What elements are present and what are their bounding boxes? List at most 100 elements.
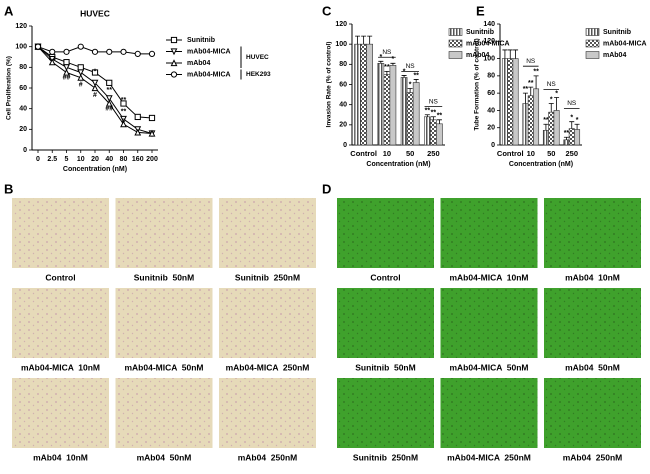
annotation: NS [406,63,416,70]
image-caption: Sunitnib 50nM [355,362,415,372]
error-bar [533,75,539,89]
x-axis-label: Concentration (nM) [366,161,430,168]
error-bar [424,114,430,117]
x-tick-label: 80 [120,156,128,163]
marker [120,115,127,123]
marker [148,50,156,58]
bar [563,139,570,146]
marker [63,48,70,55]
bar [527,95,534,146]
annotation: NS [429,98,439,105]
legend-label: Sunitnib [466,29,494,36]
annotation: # [93,92,97,99]
annotation: NS [547,81,557,88]
bar [507,58,514,146]
micrograph-texture [440,288,538,358]
annotation: NS [526,58,536,65]
significance-label: ** [523,86,529,93]
marker [120,100,127,107]
significance-label: ** [425,108,431,115]
marker [34,43,42,50]
error-bar [563,136,569,140]
significance-label: * [555,90,558,97]
bar [436,123,443,146]
micrograph-texture [115,198,213,268]
bar [574,129,581,146]
bar [548,111,555,146]
error-bar [355,35,361,45]
bar [360,43,367,146]
y-tick-label: 120 [335,21,347,28]
y-axis-label: Tube Formation (% of control) [474,38,481,130]
marker [77,64,84,71]
error-bar [378,60,384,64]
y-tick-label: 20 [19,126,27,133]
marker [134,50,141,58]
image-caption: mAb04 50nM [137,452,192,462]
micrograph-texture [544,288,641,358]
legend-label: mAb04 [187,60,210,67]
marker [63,59,70,66]
annotation: ** [121,97,127,104]
marker [120,120,127,128]
micrograph-texture [12,198,109,268]
marker [134,128,142,136]
y-tick-label: 60 [339,81,347,88]
marker [77,69,85,77]
x-axis-label: Concentration (nM) [509,161,573,168]
marker [170,48,178,56]
micrograph-texture [12,378,109,448]
significance-label: ** [437,113,443,120]
image-caption: Sunitnib 250nM [235,272,300,282]
error-bar [502,49,508,59]
marker [48,58,56,66]
significance-label: * [550,96,553,103]
image-caption: Control [45,272,75,282]
image-caption: mAb04 10nM [565,272,620,282]
marker [91,69,99,76]
marker [106,48,113,55]
marker [49,48,56,55]
micrograph-texture [337,288,434,358]
significance-label: * [403,68,406,75]
error-bar [390,62,396,66]
image-caption: mAb04 250nM [238,452,298,462]
marker [170,36,178,44]
y-tick-label: 100 [15,44,27,51]
image-caption: Sunitnib 250nM [353,452,418,462]
error-bar [361,35,367,45]
bar [542,130,549,146]
marker [134,113,141,121]
legend-label: Sunitnib [187,37,215,44]
image-caption: mAb04-MICA 250nM [226,362,310,372]
marker [91,48,99,55]
micrograph-texture [440,198,538,268]
bar [383,74,391,146]
annotation: ## [63,75,71,82]
annotation: # [122,118,126,125]
x-tick-label: Control [497,149,524,158]
marker [148,114,156,122]
y-tick-label: 40 [339,102,347,109]
y-tick-label: 40 [487,107,495,114]
error-bar [413,79,419,83]
micrograph-texture [440,378,538,448]
bar [501,58,508,146]
image-caption: Control [370,272,400,282]
annotation: # [79,82,83,89]
x-tick-label: 2.5 [47,156,57,163]
panel-label: A [4,3,14,18]
bar [430,119,437,146]
y-tick-label: 100 [483,55,495,62]
significance-label: * [379,54,382,61]
x-axis-label: Concentration (nM) [63,166,127,173]
x-tick-label: Control [350,149,377,158]
error-bar [407,88,413,93]
significance-label: ** [533,69,539,76]
panel-label: B [4,181,13,196]
error-bar [574,123,580,130]
legend-label: mAb04-MICA [603,40,647,47]
bar [553,110,560,146]
y-axis-label: Invasion Rate (% of control) [326,42,333,128]
marker [91,84,99,92]
